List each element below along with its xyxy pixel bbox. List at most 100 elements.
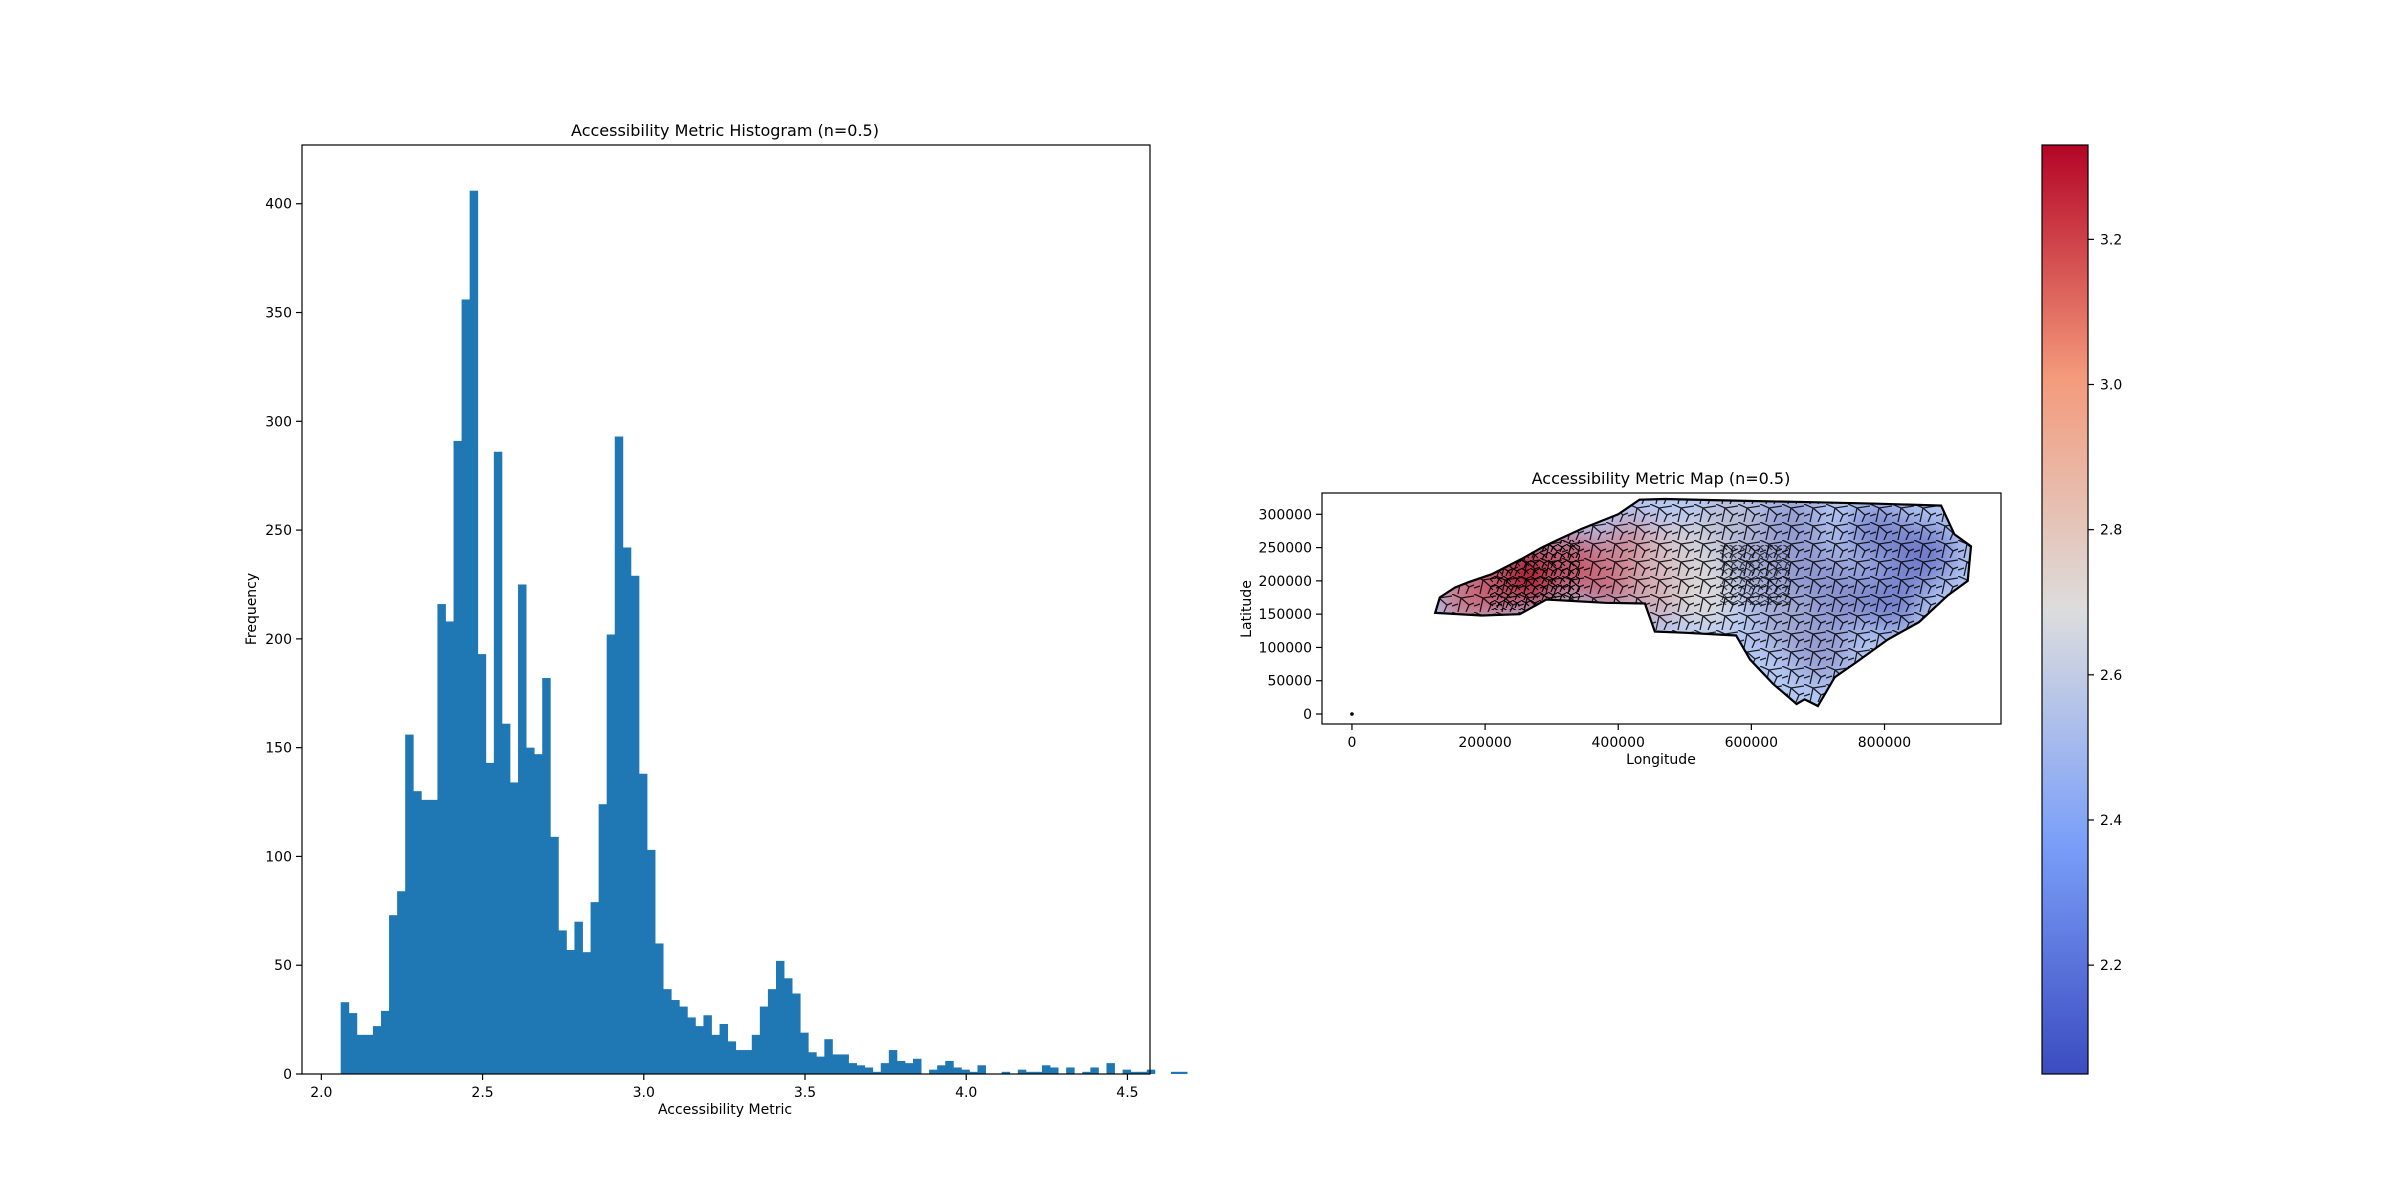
- histogram-bar: [501, 723, 511, 1074]
- histogram-bar: [421, 799, 430, 1074]
- histogram-bar: [1041, 1065, 1051, 1074]
- histogram-y-ticks: 0 50 100 150 200 250 300 350 400: [265, 197, 302, 1083]
- histogram-bar: [969, 1071, 978, 1074]
- map-y-tick-label: 150000: [1259, 607, 1312, 623]
- histogram-bar: [582, 952, 591, 1074]
- histogram-bar: [872, 1071, 882, 1074]
- histogram-bar: [1130, 1071, 1140, 1074]
- histogram-bar: [735, 1050, 745, 1074]
- histogram-bar: [590, 902, 600, 1074]
- histogram-bar: [759, 1006, 769, 1074]
- histogram-bar: [655, 943, 664, 1074]
- map-y-tick-label: 50000: [1267, 674, 1312, 690]
- histogram-bar: [695, 1026, 704, 1074]
- map-y-tick-label: 250000: [1259, 541, 1312, 557]
- histogram-bar: [719, 1023, 729, 1074]
- map-title: Accessibility Metric Map (n=0.5): [1532, 469, 1791, 488]
- histogram-bar: [1170, 1071, 1180, 1074]
- histogram-bar: [558, 930, 567, 1074]
- map-chart: Accessibility Metric Map (n=0.5) 0 200000…: [1239, 469, 2002, 768]
- histogram-x-tick-label: 3.0: [633, 1085, 655, 1101]
- histogram-bar: [469, 190, 479, 1074]
- histogram-y-tick-label: 300: [265, 414, 292, 430]
- histogram-bar: [380, 1010, 390, 1074]
- histogram-bar: [437, 604, 446, 1074]
- histogram-x-tick-label: 2.5: [471, 1085, 493, 1101]
- histogram-x-tick-label: 4.0: [955, 1085, 977, 1101]
- histogram-bar: [703, 1015, 712, 1074]
- histogram-x-tick-label: 4.5: [1116, 1085, 1138, 1101]
- histogram-bar: [1082, 1071, 1091, 1074]
- colorbar-tick-label: 3.0: [2100, 378, 2122, 394]
- histogram-bar: [477, 654, 487, 1074]
- histogram-bar: [727, 1041, 737, 1074]
- histogram-bar: [397, 891, 406, 1074]
- histogram-bar: [904, 1063, 914, 1074]
- histogram-bar: [743, 1050, 753, 1074]
- histogram-y-tick-label: 150: [265, 741, 292, 757]
- map-dense-tracts-central: [1720, 545, 1790, 605]
- histogram-bar: [485, 762, 495, 1074]
- histogram-bar: [1017, 1069, 1027, 1074]
- histogram-y-tick-label: 50: [274, 958, 292, 974]
- histogram-y-tick-label: 200: [265, 632, 292, 648]
- histogram-bar: [509, 782, 519, 1074]
- histogram-bar: [1033, 1071, 1043, 1074]
- histogram-bar: [574, 921, 583, 1074]
- histogram-x-ticks: 2.0 2.5 3.0 3.5 4.0 4.5: [310, 1074, 1139, 1101]
- histogram-bar: [405, 734, 414, 1074]
- histogram-bar: [687, 1017, 696, 1074]
- colorbar-ticks: 2.2 2.4 2.6 2.8 3.0 3.2: [2088, 232, 2122, 974]
- histogram-bar: [1050, 1067, 1059, 1074]
- histogram-bar: [856, 1065, 866, 1074]
- histogram-bar: [1138, 1071, 1148, 1074]
- map-y-axis-label: Latitude: [1239, 580, 1255, 638]
- histogram-bar: [622, 547, 632, 1074]
- histogram-bar: [840, 1054, 849, 1074]
- histogram-y-tick-label: 350: [265, 306, 292, 322]
- histogram-y-tick-label: 100: [265, 849, 292, 865]
- histogram-bar: [445, 621, 454, 1074]
- histogram-bar: [832, 1054, 841, 1074]
- map-y-tick-label: 0: [1303, 707, 1312, 723]
- histogram-axes-frame: [301, 144, 1151, 1075]
- histogram-bar: [663, 989, 672, 1074]
- histogram-bar: [671, 1000, 680, 1074]
- histogram-x-tick-label: 2.0: [310, 1085, 332, 1101]
- map-y-tick-label: 200000: [1259, 574, 1312, 590]
- histogram-bar: [461, 299, 471, 1075]
- colorbar-tick-label: 2.2: [2100, 958, 2122, 974]
- histogram-bar: [647, 849, 656, 1074]
- colorbar-tick-label: 3.2: [2100, 232, 2122, 248]
- histogram-bar: [953, 1067, 962, 1074]
- histogram-bar: [864, 1067, 874, 1074]
- histogram-bar: [598, 804, 608, 1074]
- histogram-bars: [340, 190, 1188, 1075]
- histogram-bar: [1025, 1071, 1035, 1074]
- map-x-tick-label: 200000: [1458, 735, 1511, 751]
- histogram-bar: [1106, 1063, 1115, 1074]
- histogram-bar: [767, 989, 777, 1074]
- histogram-bar: [824, 1039, 833, 1074]
- map-x-axis-label: Longitude: [1626, 752, 1696, 768]
- histogram-bar: [784, 978, 793, 1074]
- histogram-bar: [977, 1065, 986, 1074]
- histogram-bar: [542, 678, 551, 1074]
- histogram-chart: Accessibility Metric Histogram (n=0.5) 2…: [244, 121, 1188, 1118]
- histogram-title: Accessibility Metric Histogram (n=0.5): [571, 121, 879, 140]
- histogram-bar: [792, 993, 801, 1074]
- histogram-bar: [493, 451, 503, 1074]
- colorbar-gradient: [2041, 144, 2089, 1075]
- colorbar-tick-label: 2.4: [2100, 813, 2122, 829]
- histogram-bar: [372, 1026, 382, 1074]
- histogram-bar: [1090, 1067, 1099, 1074]
- histogram-y-tick-label: 400: [265, 197, 292, 213]
- histogram-x-tick-label: 3.5: [794, 1085, 816, 1101]
- map-state-outline: [1433, 497, 1973, 708]
- histogram-y-tick-label: 0: [283, 1067, 292, 1083]
- histogram-bar: [913, 1058, 922, 1074]
- histogram-bar: [800, 1032, 809, 1074]
- colorbar-tick-label: 2.8: [2100, 523, 2122, 539]
- histogram-bar: [614, 436, 624, 1075]
